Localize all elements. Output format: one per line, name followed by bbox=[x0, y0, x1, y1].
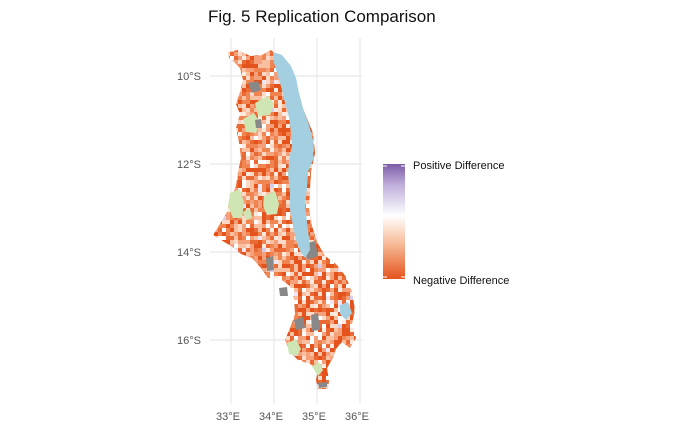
legend-bottom-label: Negative Difference bbox=[413, 275, 509, 287]
x-axis: 33°E 34°E 35°E 36°E bbox=[216, 411, 369, 423]
lake-malawi bbox=[273, 52, 313, 258]
legend-colorbar bbox=[383, 164, 405, 279]
y-tick-label: 12°S bbox=[177, 159, 201, 171]
x-tick-label: 35°E bbox=[302, 411, 326, 423]
legend: Positive Difference Negative Difference bbox=[383, 160, 509, 287]
y-axis: 10°S 12°S 14°S 16°S bbox=[177, 71, 201, 347]
x-tick-label: 33°E bbox=[216, 411, 240, 423]
protected-areas bbox=[228, 96, 323, 376]
y-tick-label: 10°S bbox=[177, 71, 201, 83]
x-tick-label: 36°E bbox=[345, 411, 369, 423]
lake-malombe bbox=[340, 302, 352, 320]
missing-data-patches bbox=[248, 81, 327, 388]
y-tick-label: 14°S bbox=[177, 247, 201, 259]
map-title: Fig. 5 Replication Comparison bbox=[208, 7, 436, 26]
y-tick-label: 16°S bbox=[177, 335, 201, 347]
legend-top-label: Positive Difference bbox=[413, 160, 505, 172]
x-tick-label: 34°E bbox=[259, 411, 283, 423]
